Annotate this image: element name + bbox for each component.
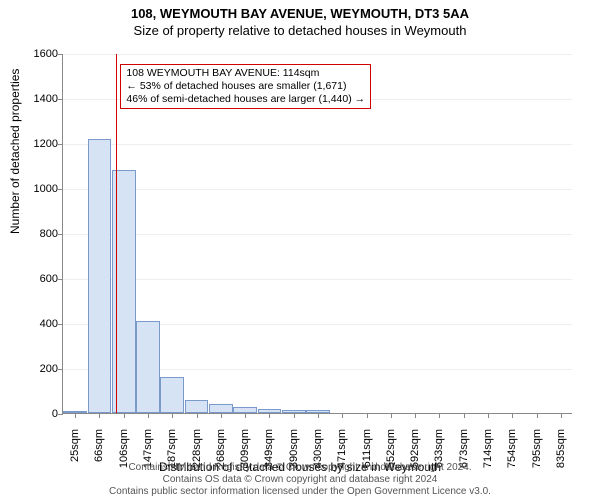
plot-region: 0200400600800100012001400160025sqm66sqm1… [62, 54, 572, 414]
ytick-mark [58, 414, 63, 415]
xtick-mark [172, 413, 173, 418]
bar [185, 400, 209, 414]
ytick-label: 400 [18, 318, 58, 330]
ytick-mark [58, 279, 63, 280]
bar [136, 321, 160, 413]
annotation-line3: 46% of semi-detached houses are larger (… [126, 93, 365, 106]
bar [112, 170, 136, 413]
xtick-mark [75, 413, 76, 418]
xtick-mark [561, 413, 562, 418]
xtick-mark [99, 413, 100, 418]
gridline [63, 54, 572, 55]
title-line1: 108, WEYMOUTH BAY AVENUE, WEYMOUTH, DT3 … [0, 6, 600, 21]
ytick-mark [58, 324, 63, 325]
xtick-mark [342, 413, 343, 418]
xtick-mark [197, 413, 198, 418]
xtick-mark [269, 413, 270, 418]
xtick-mark [318, 413, 319, 418]
ytick-label: 1400 [18, 93, 58, 105]
bar [209, 404, 233, 413]
ytick-label: 800 [18, 228, 58, 240]
xtick-mark [512, 413, 513, 418]
ytick-label: 0 [18, 408, 58, 420]
marker-line [116, 54, 117, 413]
annotation-line1: 108 WEYMOUTH BAY AVENUE: 114sqm [126, 67, 365, 80]
ytick-mark [58, 369, 63, 370]
footer: Contains HM Land Registry data © Crown c… [0, 462, 600, 498]
gridline [63, 189, 572, 190]
ytick-mark [58, 189, 63, 190]
footer-line2: Contains OS data © Crown copyright and d… [0, 474, 600, 486]
title-line2: Size of property relative to detached ho… [0, 23, 600, 38]
chart-titles: 108, WEYMOUTH BAY AVENUE, WEYMOUTH, DT3 … [0, 0, 600, 38]
ytick-label: 1600 [18, 48, 58, 60]
ytick-mark [58, 99, 63, 100]
gridline [63, 279, 572, 280]
xtick-mark [391, 413, 392, 418]
annotation-box: 108 WEYMOUTH BAY AVENUE: 114sqm← 53% of … [120, 64, 371, 109]
annotation-line2: ← 53% of detached houses are smaller (1,… [126, 80, 365, 93]
bar [160, 377, 184, 413]
footer-line3: Contains public sector information licen… [0, 486, 600, 498]
xtick-mark [488, 413, 489, 418]
ytick-mark [58, 234, 63, 235]
xtick-mark [148, 413, 149, 418]
bar [88, 139, 112, 414]
xtick-mark [464, 413, 465, 418]
xtick-mark [415, 413, 416, 418]
xtick-mark [124, 413, 125, 418]
ytick-mark [58, 144, 63, 145]
ytick-label: 1000 [18, 183, 58, 195]
gridline [63, 234, 572, 235]
ytick-label: 200 [18, 363, 58, 375]
ytick-label: 600 [18, 273, 58, 285]
xtick-mark [537, 413, 538, 418]
xtick-mark [367, 413, 368, 418]
xtick-mark [221, 413, 222, 418]
footer-line1: Contains HM Land Registry data © Crown c… [0, 462, 600, 474]
gridline [63, 144, 572, 145]
xtick-mark [439, 413, 440, 418]
chart-area: 0200400600800100012001400160025sqm66sqm1… [62, 54, 572, 414]
ytick-label: 1200 [18, 138, 58, 150]
xtick-mark [245, 413, 246, 418]
ytick-mark [58, 54, 63, 55]
xtick-mark [294, 413, 295, 418]
